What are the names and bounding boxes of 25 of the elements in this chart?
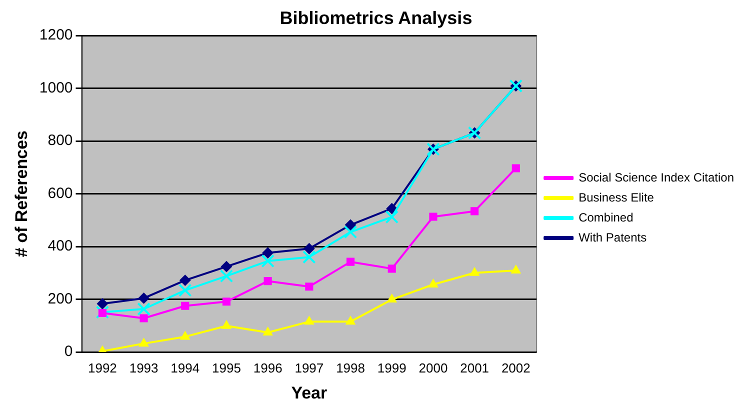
legend-label: Combined (578, 210, 634, 224)
x-tick-label: 2002 (501, 360, 530, 376)
x-tick-label: 1998 (336, 360, 365, 376)
y-tick-label: 800 (48, 132, 73, 150)
chart-title: Bibliometrics Analysis (280, 8, 472, 28)
y-tick-label: 600 (48, 184, 73, 202)
legend-label: Business Elite (578, 190, 654, 204)
x-tick-label: 2001 (460, 360, 490, 376)
x-axis-title: Year (291, 383, 328, 402)
x-tick-label: 2000 (418, 360, 448, 376)
y-axis-title: # of References (12, 130, 31, 258)
x-tick-label: 1993 (129, 360, 158, 376)
y-tick-label: 0 (64, 343, 73, 360)
x-tick-label: 1995 (212, 360, 241, 376)
legend-label: With Patents (578, 230, 647, 244)
y-tick-label: 1200 (39, 26, 73, 44)
legend-label: Social Science Index Citation (578, 170, 734, 184)
x-tick-label: 1994 (170, 360, 200, 376)
x-tick-label: 1996 (253, 360, 282, 376)
x-tick-label: 1992 (88, 360, 117, 376)
y-tick-label: 200 (48, 290, 73, 308)
x-tick-label: 1997 (294, 360, 324, 376)
x-tick-label: 1999 (377, 360, 406, 376)
y-tick-label: 1000 (39, 79, 73, 96)
y-tick-label: 400 (48, 238, 73, 255)
